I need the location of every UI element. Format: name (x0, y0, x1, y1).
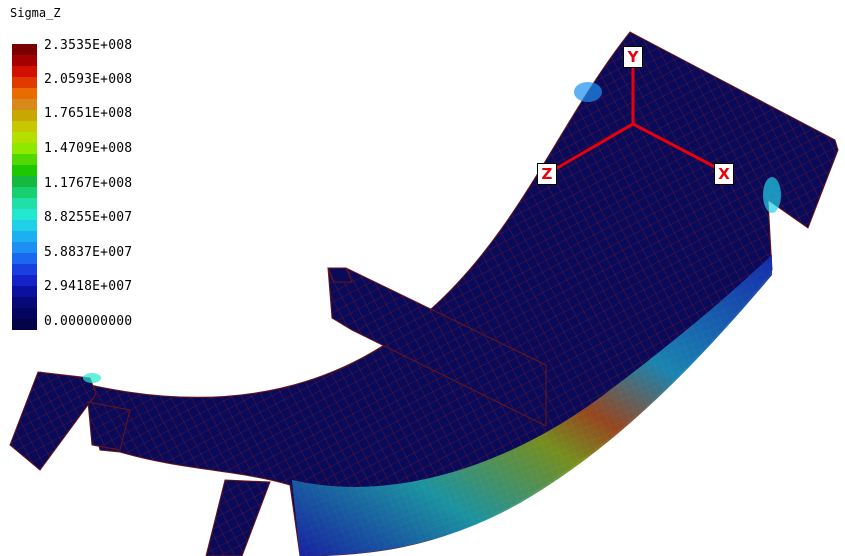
legend-color-swatch (12, 99, 37, 110)
legend-color-swatch (12, 264, 37, 275)
legend-color-swatch (12, 121, 37, 132)
legend-color-swatch (12, 132, 37, 143)
legend-label: 1.7651E+008 (44, 106, 133, 121)
legend-label: 2.9418E+007 (44, 279, 133, 294)
legend-color-swatch (12, 286, 37, 297)
legend-color-swatch (12, 110, 37, 121)
legend-color-swatch (12, 319, 37, 330)
mesh-bottom-tab-center (87, 401, 131, 451)
legend-color-swatch (12, 143, 37, 154)
hotspot-right (763, 177, 781, 213)
legend-label: 0.000000000 (44, 314, 133, 329)
hotspot-top (574, 82, 602, 102)
legend-label: 1.1767E+008 (44, 176, 133, 191)
mesh-left-tab (9, 371, 97, 471)
mesh-bottom-tab-left (205, 479, 271, 556)
legend-color-swatch (12, 154, 37, 165)
legend-title: Sigma_Z (10, 6, 61, 20)
axis-z-label: Z (537, 163, 557, 185)
legend-color-bar (12, 44, 37, 330)
legend-color-swatch (12, 242, 37, 253)
legend-color-swatch (12, 297, 37, 308)
mesh-stiffener-top (327, 267, 353, 283)
legend-color-swatch (12, 275, 37, 286)
legend-color-swatch (12, 187, 37, 198)
hotspot-left (83, 373, 101, 383)
stress-band-mesh (292, 255, 772, 556)
legend-label: 1.4709E+008 (44, 141, 133, 156)
legend-color-swatch (12, 176, 37, 187)
axis-triad-lines (555, 60, 719, 170)
legend-color-swatch (12, 55, 37, 66)
legend-color-swatch (12, 165, 37, 176)
legend-color-swatch (12, 253, 37, 264)
legend-color-swatch (12, 209, 37, 220)
legend-label: 5.8837E+007 (44, 245, 133, 260)
legend-color-swatch (12, 198, 37, 209)
axis-z-line (555, 122, 635, 170)
axis-y-label: Y (623, 46, 643, 68)
legend-color-swatch (12, 88, 37, 99)
legend-color-swatch (12, 220, 37, 231)
legend-color-swatch (12, 66, 37, 77)
legend-color-swatch (12, 44, 37, 55)
legend-color-swatch (12, 77, 37, 88)
legend-color-swatch (12, 308, 37, 319)
axis-x-line (631, 122, 719, 170)
legend-label: 2.3535E+008 (44, 38, 133, 53)
legend-color-swatch (12, 231, 37, 242)
color-legend: Sigma_Z 2.3535E+008 2.0593E+008 1.7651E+… (8, 6, 208, 338)
axis-x-label: X (714, 163, 734, 185)
legend-label: 8.8255E+007 (44, 210, 133, 225)
legend-label: 2.0593E+008 (44, 72, 133, 87)
